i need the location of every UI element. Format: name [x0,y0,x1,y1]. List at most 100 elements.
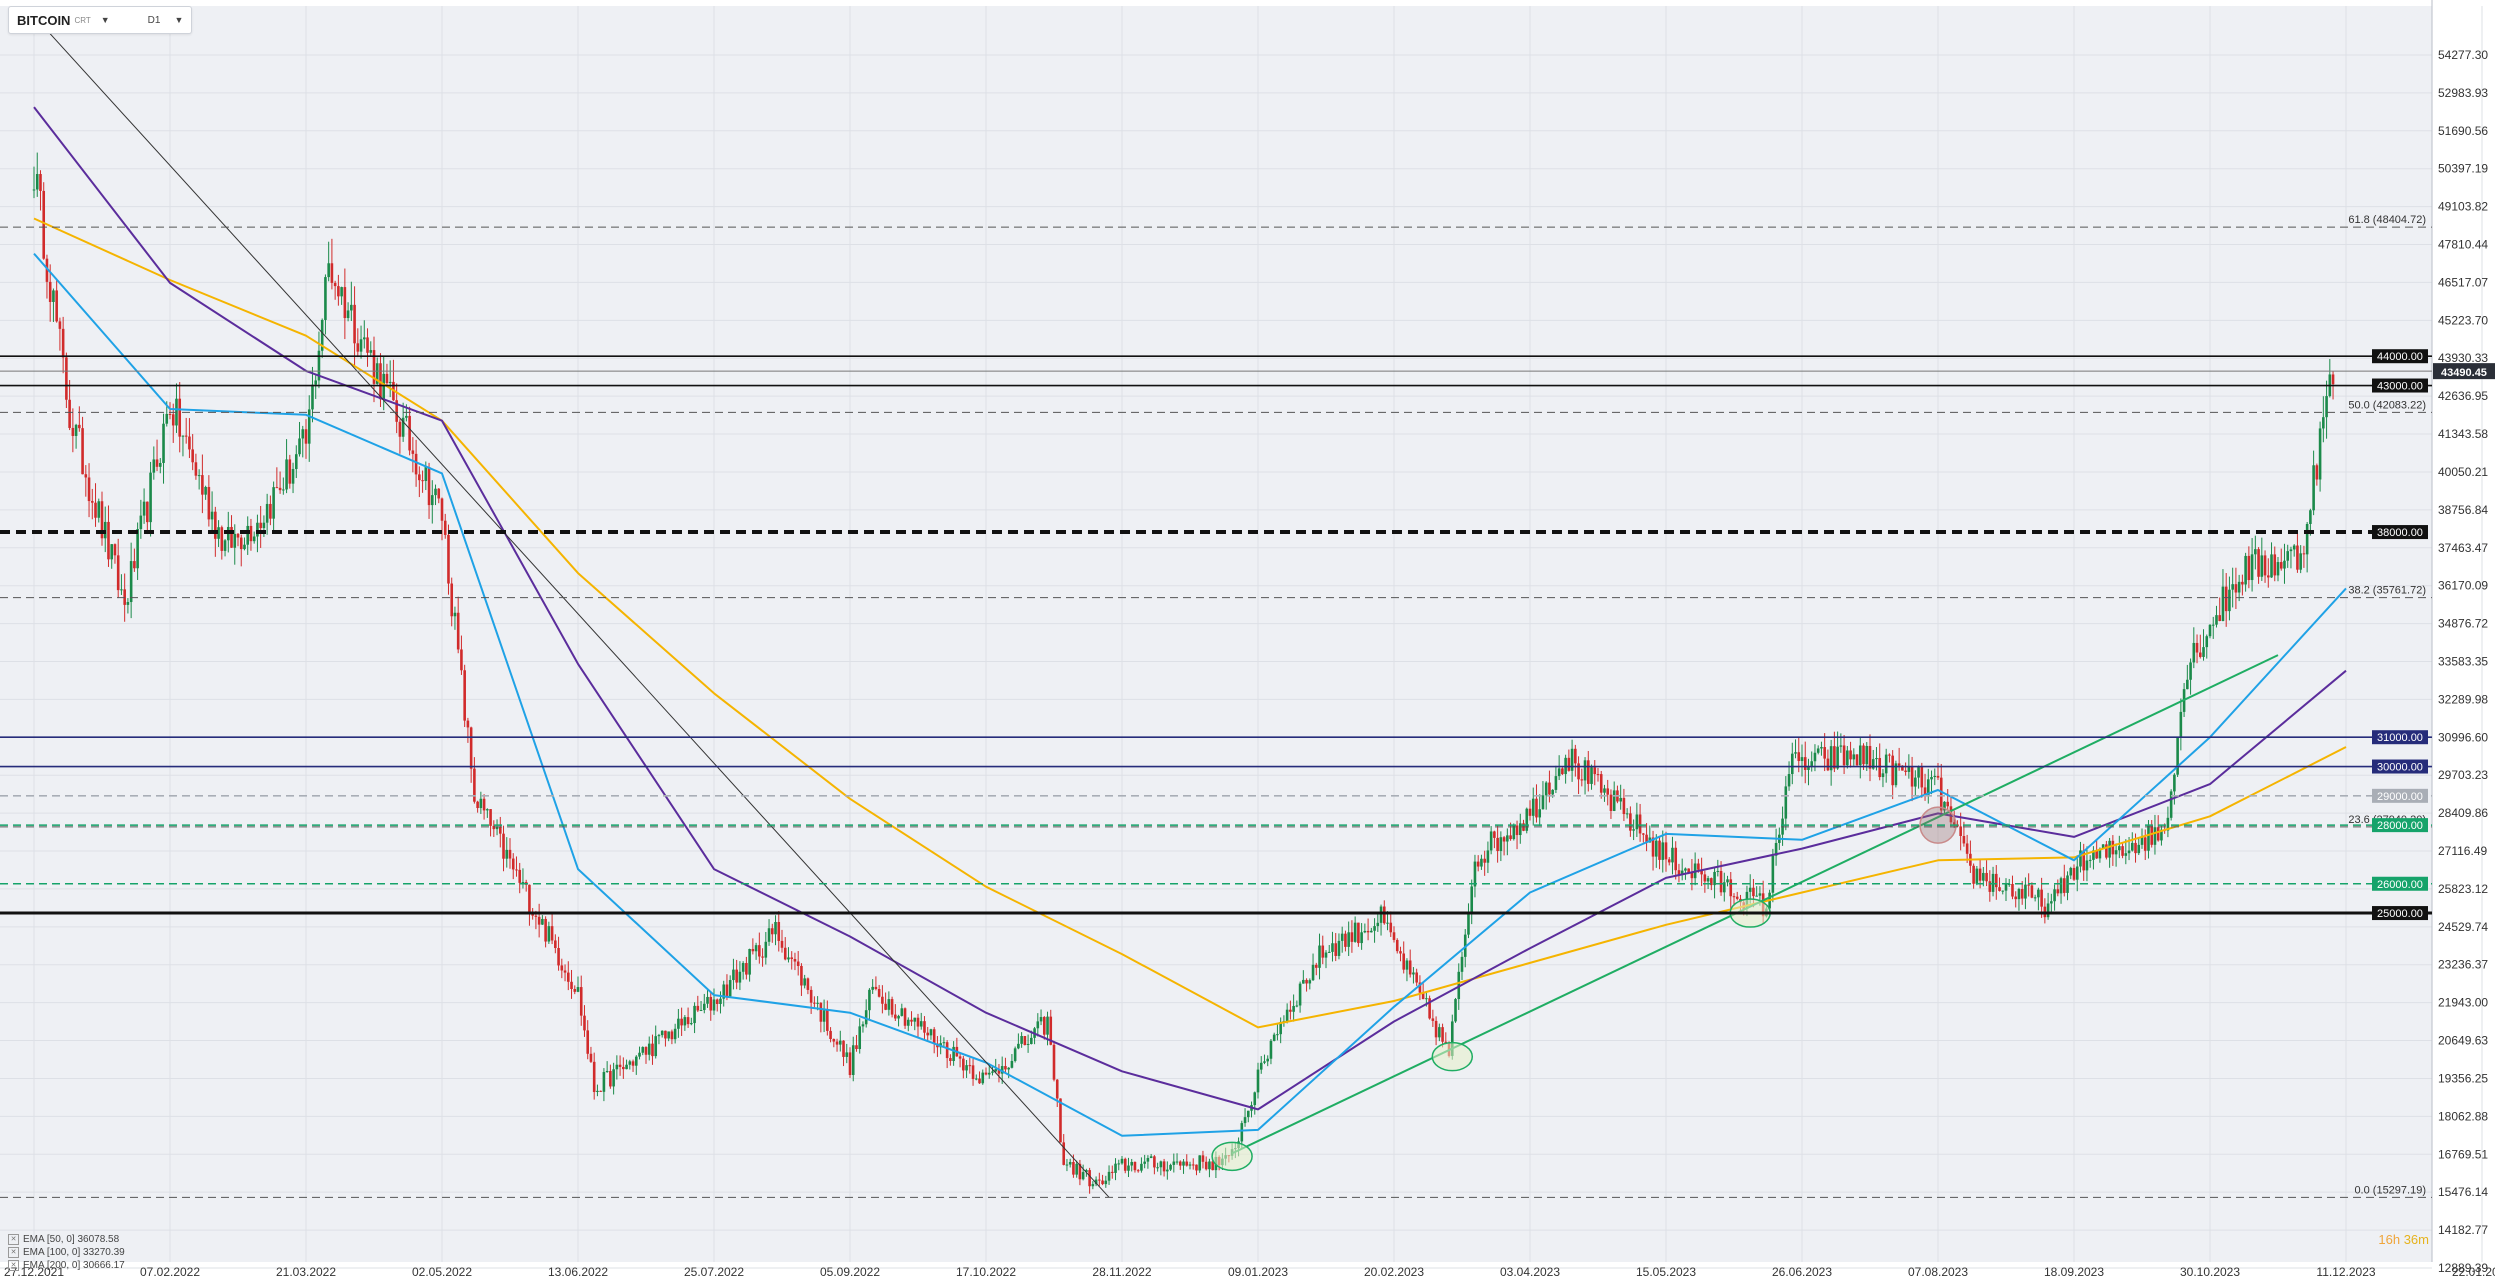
candle-body [1962,836,1966,844]
candle-body [1175,1161,1179,1163]
candle-body [932,1029,936,1044]
candle-body [806,978,810,990]
x-tick-label: 30.10.2023 [2180,1265,2240,1279]
x-tick-label: 26.06.2023 [1772,1265,1832,1279]
settings-icon[interactable]: ✕ [8,1247,19,1258]
candle-body [890,999,894,1015]
candle-body [1350,932,1354,942]
candle-body [641,1047,645,1053]
candle-body [1198,1155,1202,1171]
candle-body [1499,837,1503,852]
candle-body [456,612,460,650]
candle-body [2331,374,2335,385]
candle-body [528,884,531,914]
candle-body [236,533,240,538]
candle-body [171,414,175,426]
candle-body [350,304,353,311]
candle-body [1645,834,1648,843]
candle-body [1826,758,1830,771]
candle-body [256,522,259,537]
x-tick-label: 20.02.2023 [1364,1265,1424,1279]
candle-body [2111,840,2115,855]
candle-body [1593,767,1597,775]
candle-body [1632,829,1635,831]
candle-body [353,304,356,344]
candle-body [2208,624,2212,637]
candle-body [1166,1169,1169,1172]
candle-body [1561,768,1564,775]
candle-body [1382,906,1386,924]
candle-body [1298,983,1302,1006]
candle-body [1629,813,1632,831]
candle-body [2231,584,2234,590]
candle-body [819,1002,823,1022]
candle-body [2059,878,2063,894]
candle-body [2143,837,2147,851]
candle-body [547,926,551,942]
candle-body [1803,757,1807,770]
candle-body [375,363,379,384]
candle-body [800,965,803,986]
x-tick-label: 22.01.2024 [2452,1265,2495,1279]
candle-body [1625,813,1629,815]
price-level-label: 29000.00 [2377,791,2423,803]
candle-body [2046,903,2050,918]
candle-body [1748,887,1752,892]
candle-body [1098,1179,1101,1181]
candle-body [838,1040,842,1045]
candle-body [518,869,522,883]
candle-body [1055,1079,1059,1099]
candle-body [1068,1161,1072,1165]
candle-body [1308,980,1312,984]
candle-body [1049,1016,1053,1045]
settings-icon[interactable]: ✕ [8,1260,19,1271]
candle-body [191,449,194,463]
candle-body [570,981,573,989]
candle-body [1441,1027,1444,1042]
candle-body [764,941,768,958]
candle-body [1483,858,1486,863]
candle-body [1722,882,1726,893]
candle-body [39,174,42,191]
candle-body [783,947,787,960]
candle-body [2283,560,2286,569]
timeframe-dropdown-icon[interactable]: ▼ [174,15,184,25]
candle-body [877,988,881,997]
candle-body [1425,998,1428,1000]
candle-body [1509,835,1512,840]
legend-item-ema200[interactable]: ✕ EMA [200, 0] 30666.17 [8,1259,125,1272]
candle-body [126,602,130,605]
candle-body [1314,964,1318,968]
candle-body [2228,589,2231,612]
candle-body [94,502,97,518]
candle-body [1596,774,1600,776]
price-level-tag [2372,378,2428,393]
timeframe-label[interactable]: D1 [147,14,161,26]
timer-minutes: 36m [2403,1232,2429,1247]
candle-body [437,488,441,499]
x-tick-label: 09.01.2023 [1228,1265,1288,1279]
candle-body [2244,555,2247,585]
y-tick-label: 52983.93 [2438,86,2488,100]
legend-item-ema50[interactable]: ✕ EMA [50, 0] 36078.58 [8,1233,125,1246]
candle-body [1671,847,1674,863]
candle-body [1884,754,1888,774]
candle-body [120,589,123,591]
candle-body [2056,889,2060,894]
candle-body [294,454,298,470]
symbol-dropdown-icon[interactable]: ▼ [100,15,110,25]
candle-body [829,1030,832,1040]
candle-body [515,869,518,871]
candle-body [1923,787,1927,797]
legend-item-ema100[interactable]: ✕ EMA [100, 0] 33270.39 [8,1246,125,1259]
candle-body [1933,775,1937,777]
candle-body [301,429,305,439]
candle-body [356,343,360,352]
settings-icon[interactable]: ✕ [8,1234,19,1245]
candle-body [2105,844,2108,858]
symbol-toolbar[interactable]: BITCOIN CRT ▼ D1 ▼ [8,6,193,34]
candle-body [327,263,330,278]
candle-body [1687,868,1690,873]
candle-body [1515,825,1519,836]
